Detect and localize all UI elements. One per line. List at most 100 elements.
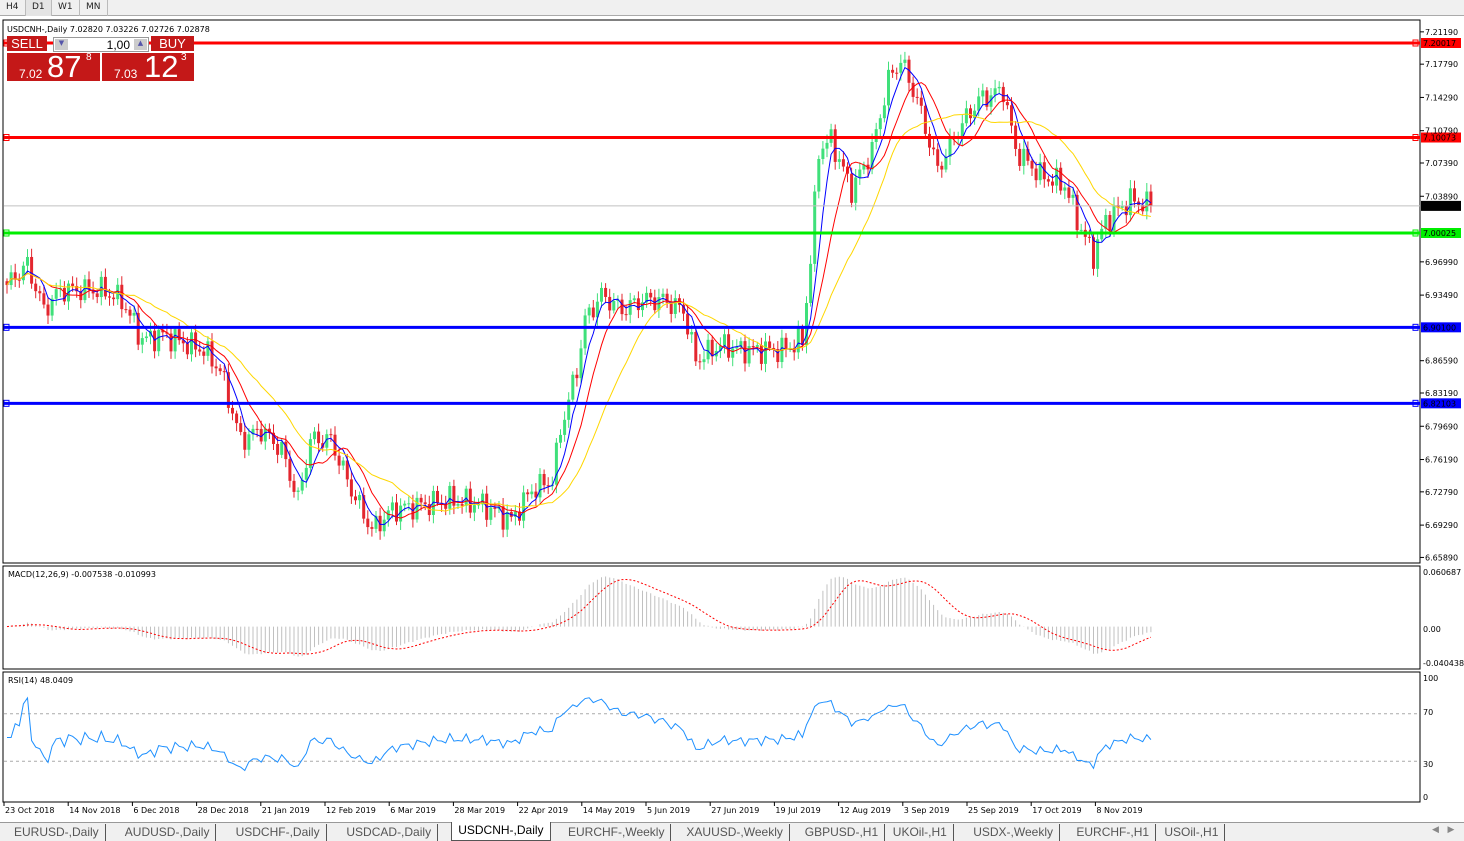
candle-body	[698, 361, 702, 363]
tab-ukoil-h1[interactable]: UKOil-,H1	[887, 824, 954, 841]
candle-body	[1005, 102, 1009, 106]
candle	[985, 87, 989, 111]
tab-usoil-h1[interactable]: USOil-,H1	[1158, 824, 1226, 841]
date-axis-label: 6 Mar 2019	[390, 806, 436, 815]
tab-scroll-arrows-icon[interactable]: ◀ ▶	[1432, 825, 1455, 835]
one-click-trading-panel: SELL ▼ 1,00 ▲ BUY 7.02 87 8 7.03 12 3	[7, 36, 194, 84]
lot-decrease-icon[interactable]: ▼	[55, 39, 68, 50]
candle-body	[276, 443, 280, 455]
candle	[489, 499, 493, 526]
current-price-tag	[1421, 200, 1461, 211]
level-handle	[3, 229, 10, 237]
candle	[235, 410, 239, 432]
candle-body	[349, 479, 353, 497]
lot-size-input[interactable]: ▼ 1,00 ▲	[53, 37, 149, 52]
candle	[743, 334, 747, 372]
candle	[903, 51, 907, 67]
timeframe-h4[interactable]: H4	[0, 0, 26, 16]
price-axis-label: 7.03890	[1425, 192, 1458, 201]
candle-body	[17, 279, 21, 281]
candle	[554, 438, 558, 494]
candle	[727, 328, 731, 362]
candle-body	[559, 434, 562, 443]
tab-usdx-weekly[interactable]: USDX-,Weekly	[967, 824, 1060, 841]
candle-body	[403, 503, 407, 506]
candle-body	[825, 142, 829, 149]
candle-body	[267, 428, 271, 433]
candle	[349, 470, 353, 504]
candle	[587, 303, 591, 324]
tab-eurusd-daily[interactable]: EURUSD-,Daily	[8, 824, 106, 841]
candle-body	[30, 256, 34, 284]
tab-usdchf-daily[interactable]: USDCHF-,Daily	[230, 824, 327, 841]
candle	[915, 88, 919, 105]
candle	[341, 457, 345, 471]
candle	[226, 363, 230, 414]
candle	[308, 433, 312, 475]
candle-body	[34, 283, 38, 292]
candle-body	[247, 434, 251, 450]
candle-body	[399, 505, 403, 522]
candle-body	[239, 423, 243, 432]
candle	[358, 491, 362, 509]
chart-canvas[interactable]: USDCNH-,Daily 7.02820 7.03226 7.02726 7.…	[0, 0, 1464, 822]
buy-button[interactable]: BUY	[151, 36, 194, 51]
sell-button[interactable]: SELL	[7, 36, 47, 51]
candle	[973, 104, 977, 125]
tab-gbpusd-h1[interactable]: GBPUSD-,H1	[799, 824, 886, 841]
candle-body	[587, 307, 591, 316]
tab-audusd-daily[interactable]: AUDUSD-,Daily	[119, 824, 217, 841]
candle	[1133, 180, 1136, 208]
candle-body	[91, 289, 95, 294]
candle-body	[739, 341, 743, 347]
tab-xauusd-weekly[interactable]: XAUUSD-,Weekly	[680, 824, 790, 841]
candle-body	[973, 110, 977, 119]
timeframe-mn[interactable]: MN	[80, 0, 108, 16]
tab-eurchf-h1[interactable]: EURCHF-,H1	[1070, 824, 1157, 841]
ma-slow-line	[6, 113, 1152, 512]
candle	[1096, 232, 1100, 277]
candle-body	[932, 147, 936, 150]
level-handle	[3, 399, 10, 407]
candle-body	[518, 511, 521, 521]
sell-price[interactable]: 7.02 87 8	[7, 49, 100, 84]
candle-body	[448, 485, 452, 509]
candle	[1018, 143, 1022, 171]
candle	[112, 294, 116, 306]
date-axis-label: 21 Jan 2019	[262, 806, 310, 815]
candle-body	[755, 345, 759, 347]
candle	[1067, 179, 1071, 204]
lot-increase-icon[interactable]: ▲	[134, 39, 147, 50]
date-axis-label: 5 Jun 2019	[647, 806, 690, 815]
date-axis-label: 14 May 2019	[583, 806, 635, 815]
level-price-tag	[1421, 132, 1461, 143]
candle	[559, 429, 562, 449]
candle-body	[116, 284, 120, 300]
candle-body	[821, 148, 825, 159]
timeframe-w1[interactable]: W1	[52, 0, 80, 16]
candle-body	[993, 88, 997, 96]
candle	[444, 495, 448, 516]
candle	[313, 427, 316, 445]
candle-body	[128, 309, 132, 316]
candle-body	[526, 492, 530, 495]
tab-eurchf-weekly[interactable]: EURCHF-,Weekly	[562, 824, 672, 841]
candle-body	[600, 287, 603, 302]
candle-body	[964, 108, 968, 124]
candle-body	[1010, 105, 1013, 126]
candle-body	[554, 442, 558, 485]
candle-body	[1055, 167, 1059, 186]
timeframe-d1[interactable]: D1	[26, 0, 52, 16]
candle	[415, 491, 419, 523]
candle	[9, 265, 13, 290]
sell-price-big: 7.02	[19, 67, 43, 81]
candle	[784, 333, 788, 358]
candle-body	[452, 485, 456, 506]
tab-usdcad-daily[interactable]: USDCAD-,Daily	[340, 824, 439, 841]
candle-body	[431, 490, 435, 516]
candle-body	[169, 333, 173, 352]
candle	[612, 293, 616, 314]
candle	[5, 278, 9, 294]
tab-usdcnh-daily[interactable]: USDCNH-,Daily	[451, 822, 551, 841]
buy-price[interactable]: 7.03 12 3	[102, 49, 194, 84]
